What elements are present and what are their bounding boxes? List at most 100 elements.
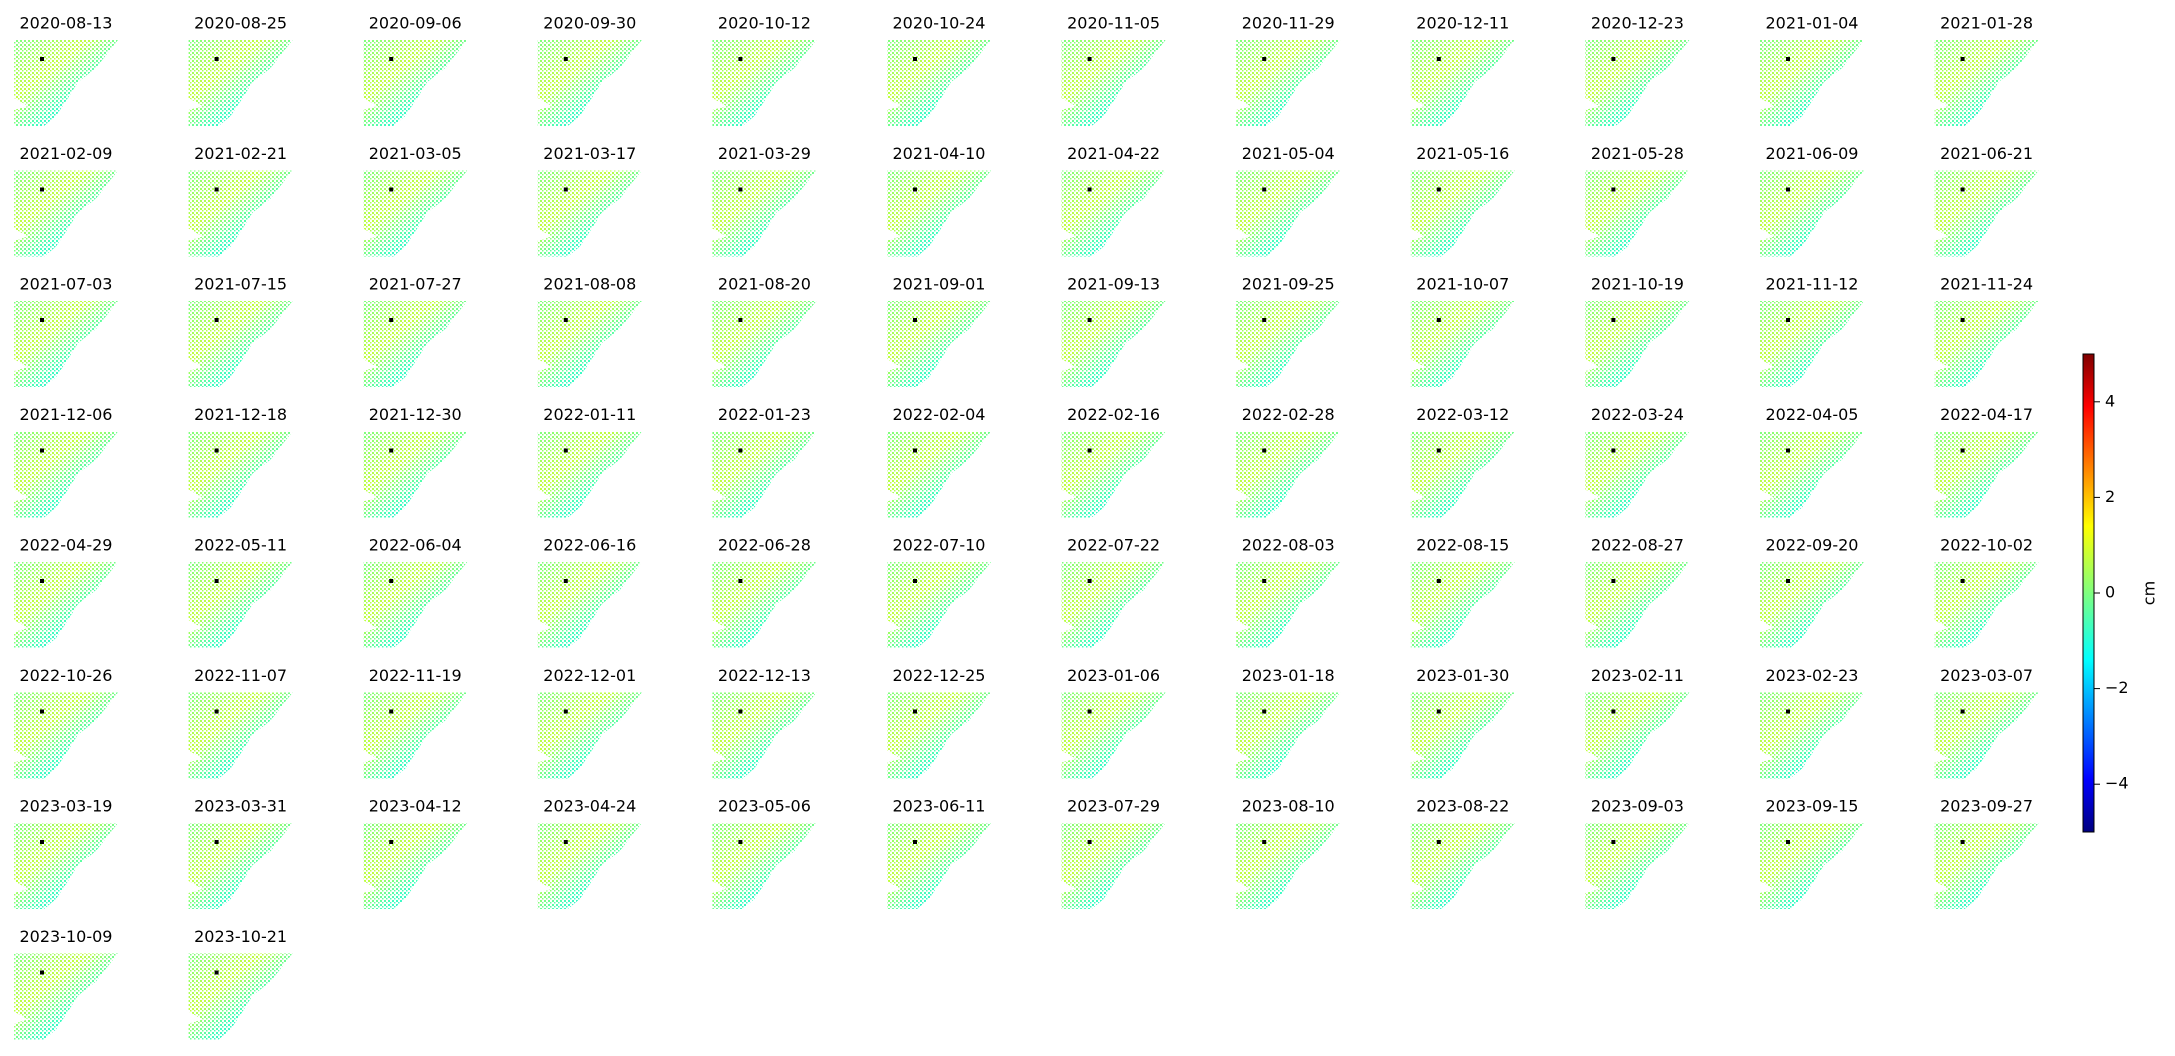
reference-point: [40, 840, 44, 844]
panel-title: 2021-12-18: [194, 405, 287, 424]
map-panel: [1410, 40, 1515, 126]
panel-title: 2023-09-15: [1766, 797, 1859, 816]
map-panel: [1760, 431, 1864, 518]
map-panel: [887, 431, 991, 518]
reference-point: [1960, 579, 1965, 583]
reference-point: [214, 187, 219, 192]
panel-title: 2021-08-08: [543, 275, 636, 294]
reference-point: [214, 448, 219, 453]
reference-point: [1262, 579, 1267, 583]
map-panel: [188, 170, 293, 257]
reference-point: [1960, 318, 1965, 322]
reference-point: [1611, 709, 1616, 714]
panel-title: 2022-02-16: [1067, 405, 1160, 424]
reference-point: [1786, 448, 1790, 453]
panel-title: 2021-03-05: [369, 144, 462, 163]
map-panel: [14, 692, 118, 779]
map-panel: [1061, 170, 1166, 257]
map-panel: [1760, 301, 1864, 387]
map-panel: [363, 301, 468, 387]
reference-point: [1262, 709, 1267, 714]
panel-title: 2020-11-05: [1067, 14, 1160, 33]
map-panel: [1236, 301, 1341, 387]
reference-point: [214, 709, 219, 714]
map-panel: [1934, 692, 2039, 779]
panel-title: 2020-11-29: [1242, 14, 1335, 33]
map-panel: [537, 301, 642, 387]
panel-title: 2021-09-25: [1242, 275, 1335, 294]
reference-point: [738, 709, 743, 714]
panel-title: 2021-04-10: [893, 144, 986, 163]
reference-point: [1436, 448, 1441, 453]
panel-title: 2020-12-23: [1591, 14, 1684, 33]
map-panel: [537, 562, 642, 648]
reference-point: [563, 579, 568, 583]
map-panel: [363, 692, 468, 779]
map-panel: [1760, 40, 1864, 126]
reference-point: [40, 57, 44, 61]
panel-title: 2023-02-11: [1591, 666, 1684, 685]
colorbar-tick-label: −4: [2105, 774, 2129, 793]
panel-title: 2023-01-06: [1067, 666, 1160, 685]
panel-title: 2020-09-30: [543, 14, 636, 33]
map-panel: [887, 823, 991, 909]
panel-title: 2021-08-20: [718, 275, 811, 294]
reference-point: [563, 57, 568, 61]
reference-point: [1436, 57, 1441, 61]
panel-title: 2021-05-16: [1416, 144, 1509, 163]
reference-point: [1960, 187, 1965, 192]
reference-point: [563, 709, 568, 714]
reference-point: [1087, 579, 1092, 583]
map-panel: [887, 562, 991, 648]
reference-point: [738, 579, 743, 583]
panel-title: 2021-07-27: [369, 275, 462, 294]
map-panel: [1236, 562, 1341, 648]
panel-title: 2021-04-22: [1067, 144, 1160, 163]
map-panel: [1061, 823, 1166, 909]
map-layer: [14, 40, 2039, 1040]
reference-point: [40, 187, 44, 192]
reference-point: [389, 187, 394, 192]
map-panel: [1585, 823, 1690, 909]
reference-point: [563, 840, 568, 844]
map-panel: [1236, 431, 1341, 518]
panel-title: 2023-03-07: [1940, 666, 2033, 685]
reference-point: [1786, 318, 1790, 322]
reference-point: [1611, 187, 1616, 192]
panel-title: 2022-06-28: [718, 536, 811, 555]
panel-title: 2021-02-21: [194, 144, 287, 163]
reference-point: [1611, 318, 1616, 322]
map-panel: [712, 301, 817, 387]
panel-title: 2021-12-30: [369, 405, 462, 424]
panel-title: 2020-10-12: [718, 14, 811, 33]
reference-point: [563, 187, 568, 192]
map-panel: [363, 431, 468, 518]
reference-point: [1262, 187, 1267, 192]
panel-title: 2021-11-24: [1940, 275, 2033, 294]
reference-point: [1262, 57, 1267, 61]
panel-title: 2021-03-29: [718, 144, 811, 163]
panel-title: 2021-05-04: [1242, 144, 1335, 163]
map-panel: [1934, 823, 2039, 909]
reference-point: [1262, 840, 1267, 844]
reference-point: [1436, 187, 1441, 192]
reference-point: [214, 57, 219, 61]
map-panel: [712, 562, 817, 648]
map-panel: [1760, 823, 1864, 909]
reference-point: [1611, 448, 1616, 453]
panel-title: 2022-07-22: [1067, 536, 1160, 555]
map-panel: [14, 301, 118, 387]
panel-title: 2021-01-28: [1940, 14, 2033, 33]
panel-title: 2022-10-26: [20, 666, 113, 685]
map-panel: [188, 692, 293, 779]
panel-title: 2023-03-31: [194, 797, 287, 816]
panel-title: 2023-07-29: [1067, 797, 1160, 816]
reference-point: [1960, 840, 1965, 844]
panel-title: 2020-12-11: [1416, 14, 1509, 33]
panel-title: 2022-02-28: [1242, 405, 1335, 424]
panel-title: 2023-01-18: [1242, 666, 1335, 685]
reference-point: [1960, 448, 1965, 453]
panel-title: 2022-05-11: [194, 536, 287, 555]
panel-title: 2023-03-19: [20, 797, 113, 816]
reference-point: [913, 57, 917, 61]
